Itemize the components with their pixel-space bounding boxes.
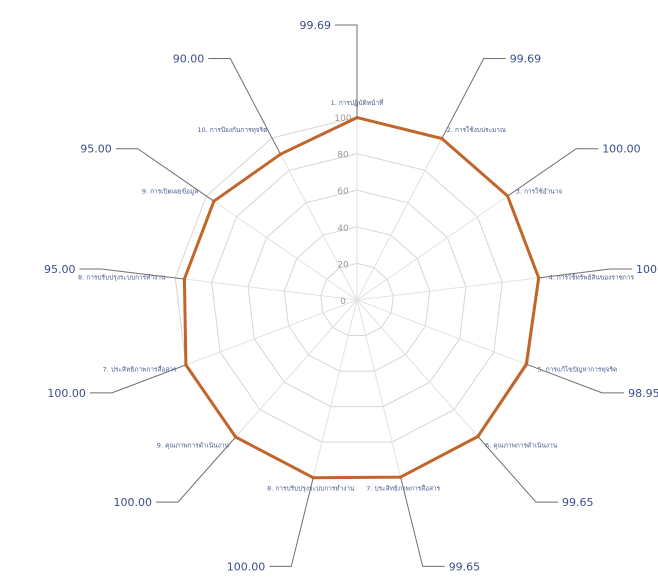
value-label: 100.00 bbox=[602, 143, 641, 156]
value-label: 100.00 bbox=[636, 263, 658, 276]
radar-spokes bbox=[175, 117, 539, 478]
data-point bbox=[278, 152, 283, 156]
axis-spoke bbox=[356, 277, 539, 301]
category-label: 7. ประสิทธิภาพการสื่อสาร bbox=[103, 364, 177, 373]
axis-spoke bbox=[356, 299, 529, 366]
value-leader-line bbox=[156, 436, 236, 503]
axis-spoke bbox=[235, 299, 358, 438]
series-layer bbox=[182, 116, 541, 480]
category-label: 3. การใช้อำนาจ bbox=[516, 187, 563, 195]
value-leader-line bbox=[335, 24, 358, 118]
radial-tick-label: 80 bbox=[337, 151, 349, 161]
data-point bbox=[212, 199, 216, 203]
value-label: 99.69 bbox=[300, 19, 332, 32]
grid-ring bbox=[211, 153, 503, 443]
category-label: 8. การปรับปรุงระบบการทำงาน bbox=[78, 274, 166, 282]
grid-ring bbox=[283, 226, 431, 372]
category-label: 5. การแก้ไขปัญหาการทุจริต bbox=[538, 365, 618, 373]
data-point bbox=[524, 362, 528, 366]
axis-spoke bbox=[356, 299, 479, 438]
radial-tick-label: 60 bbox=[337, 187, 349, 197]
radial-tick-label: 20 bbox=[337, 260, 349, 270]
category-label: 2. การใช้งบประมาณ bbox=[447, 126, 506, 134]
axis-spoke bbox=[271, 137, 358, 301]
data-point bbox=[506, 194, 510, 198]
value-label: 90.00 bbox=[173, 53, 205, 66]
value-leader-line bbox=[507, 148, 599, 197]
value-leader-line bbox=[269, 477, 314, 567]
axis-spoke bbox=[356, 195, 508, 301]
axis-spoke bbox=[356, 137, 443, 301]
radial-tick-label: 40 bbox=[337, 224, 349, 234]
data-point bbox=[184, 363, 188, 367]
category-label: 4. การใช้ทรัพย์สินของราชการ bbox=[549, 274, 635, 282]
grid-ring bbox=[247, 189, 467, 408]
axis-spoke bbox=[206, 195, 358, 301]
value-labels: 99.69 99.69 100.00 100.00 98.95 99.65 99.65 100… bbox=[44, 19, 658, 573]
value-leader-line bbox=[477, 436, 558, 503]
radial-tick-label: 100 bbox=[334, 114, 351, 124]
value-label: 99.69 bbox=[510, 53, 542, 66]
axis-spoke bbox=[356, 299, 402, 478]
value-label: 99.65 bbox=[562, 496, 594, 509]
value-leader-line bbox=[208, 58, 281, 155]
value-label: 99.65 bbox=[449, 560, 481, 573]
data-point bbox=[399, 475, 403, 479]
data-point bbox=[182, 277, 186, 281]
value-label: 100.00 bbox=[114, 496, 153, 509]
value-leader-line bbox=[400, 476, 445, 567]
axis-spoke bbox=[312, 299, 358, 478]
data-point bbox=[476, 434, 480, 439]
category-labels: 1. การปฏิบัติหน้าที่2. การใช้งบประมาณ3. … bbox=[78, 98, 634, 492]
radial-tick-labels: 0 20 40 60 80 100 bbox=[334, 114, 351, 307]
value-leader-line bbox=[526, 363, 625, 394]
category-label: 9. คุณภาพการดำเนินงาน bbox=[157, 442, 230, 450]
value-leader-line bbox=[441, 58, 506, 139]
value-leader-line bbox=[89, 364, 187, 394]
radial-tick-label: 0 bbox=[340, 297, 346, 307]
value-label: 100.00 bbox=[227, 560, 266, 573]
value-label: 98.95 bbox=[628, 387, 658, 400]
value-leader-line bbox=[79, 268, 185, 280]
value-label: 95.00 bbox=[44, 263, 76, 276]
value-label: 100.00 bbox=[47, 387, 86, 400]
value-leader-line bbox=[538, 268, 632, 279]
data-point bbox=[355, 116, 359, 120]
category-label: 6. คุณภาพการดำเนินงาน bbox=[485, 442, 558, 450]
axis-spoke bbox=[175, 277, 358, 301]
category-label: 10. การป้องกันการทุจริต bbox=[197, 126, 267, 134]
data-point bbox=[440, 136, 444, 141]
grid-ring bbox=[320, 262, 394, 336]
category-label: 9. การเปิดเผยข้อมูล bbox=[142, 187, 198, 195]
data-point bbox=[537, 276, 541, 280]
value-leader-line bbox=[115, 148, 215, 202]
value-label: 95.00 bbox=[80, 143, 112, 156]
series-line bbox=[182, 116, 541, 480]
value-leader-lines bbox=[79, 24, 632, 567]
data-point bbox=[234, 435, 238, 439]
data-point bbox=[311, 476, 315, 480]
axis-spoke bbox=[185, 299, 358, 366]
